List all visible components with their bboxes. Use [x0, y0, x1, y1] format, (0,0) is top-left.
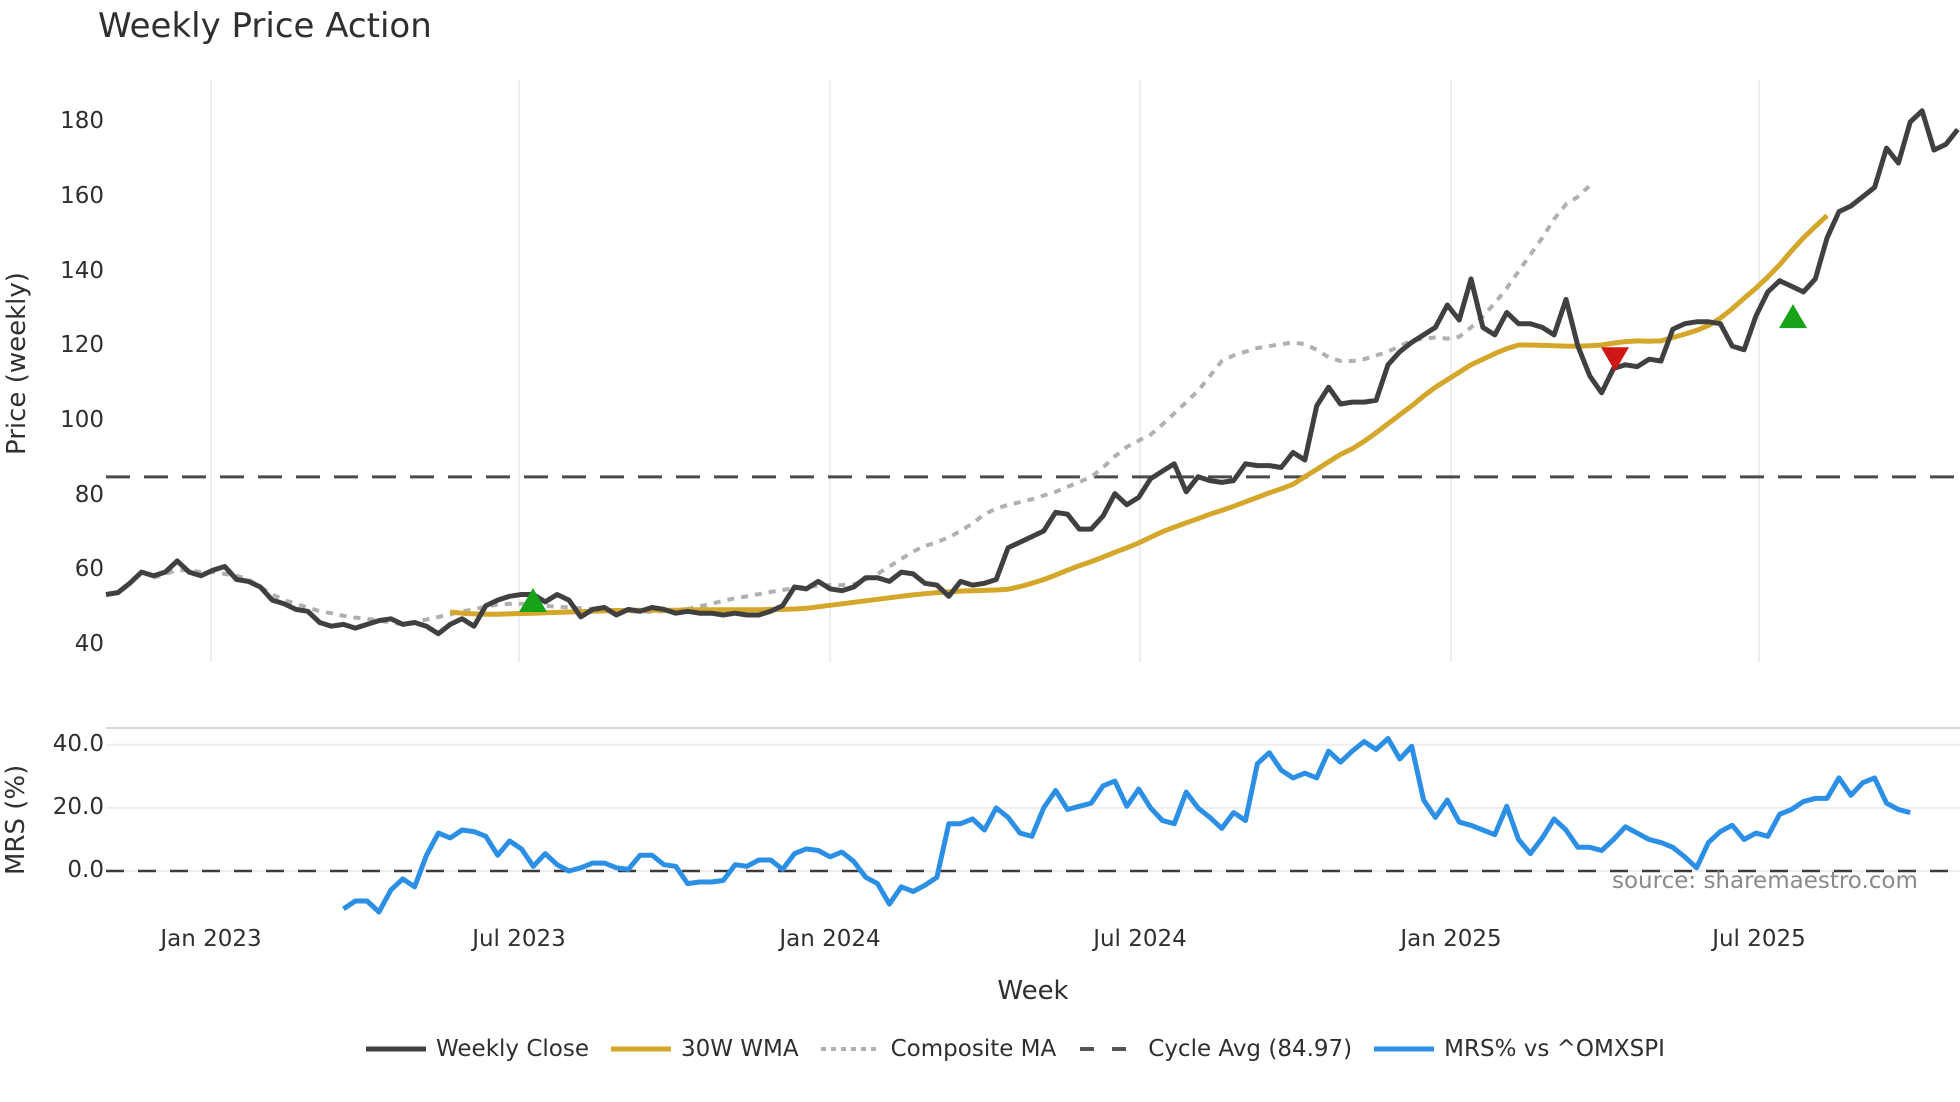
buy-signal-triangle-icon [519, 587, 547, 612]
xtick-jan-2024: Jan 2024 [779, 926, 881, 952]
ytick-80: 80 [74, 482, 104, 508]
dotted-line-icon [820, 1042, 881, 1056]
ytick-0-0: 0.0 [67, 857, 104, 883]
ytick-40-0: 40.0 [52, 731, 104, 757]
x-axis-title: Week [997, 976, 1069, 1006]
legend-item-weekly-close[interactable]: Weekly Close [366, 1036, 589, 1062]
sell-signal-triangle-icon [1601, 347, 1629, 372]
xtick-jan-2025: Jan 2025 [1400, 926, 1502, 952]
ytick-60: 60 [74, 556, 104, 582]
solid-line-icon [610, 1042, 671, 1056]
legend: Weekly Close 30W WMA Composite MA Cycle … [366, 1036, 1687, 1062]
legend-item-mrs[interactable]: MRS% vs ^OMXSPI [1374, 1036, 1665, 1062]
ytick-160: 160 [60, 183, 104, 209]
mrs-plot [106, 736, 1960, 915]
legend-item-composite-ma[interactable]: Composite MA [820, 1036, 1057, 1062]
buy-signal-triangle-icon [1779, 304, 1807, 329]
dashed-line-icon [1078, 1042, 1139, 1056]
solid-line-icon [366, 1042, 426, 1056]
price-plot [105, 108, 1960, 637]
ytick-40: 40 [74, 631, 104, 657]
xtick-jul-2025: Jul 2025 [1712, 926, 1806, 952]
ytick-180: 180 [60, 108, 104, 134]
chart-title: Weekly Price Action [98, 6, 432, 46]
legend-label: Weekly Close [436, 1036, 589, 1062]
ytick-20-0: 20.0 [52, 794, 104, 820]
xtick-jul-2024: Jul 2024 [1093, 926, 1187, 952]
ytick-100: 100 [60, 407, 104, 433]
legend-label: Cycle Avg (84.97) [1148, 1036, 1353, 1062]
legend-label: Composite MA [890, 1036, 1057, 1062]
legend-item-cycle-avg[interactable]: Cycle Avg (84.97) [1078, 1036, 1352, 1062]
ytick-140: 140 [60, 258, 104, 284]
xtick-jan-2023: Jan 2023 [160, 926, 262, 952]
ytick-120: 120 [60, 332, 104, 358]
solid-line-icon [1374, 1042, 1435, 1056]
xtick-jul-2023: Jul 2023 [472, 926, 566, 952]
legend-item-30w-wma[interactable]: 30W WMA [610, 1036, 799, 1062]
source-annotation: source: sharemaestro.com [1612, 868, 1918, 894]
legend-label: MRS% vs ^OMXSPI [1444, 1036, 1665, 1062]
legend-label: 30W WMA [680, 1036, 799, 1062]
